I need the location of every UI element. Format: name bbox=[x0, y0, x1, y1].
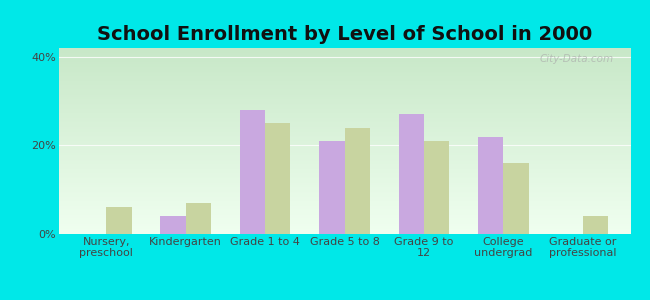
Bar bbox=[265, 123, 291, 234]
Bar bbox=[240, 110, 265, 234]
Bar bbox=[398, 114, 424, 234]
Bar bbox=[106, 207, 131, 234]
Bar bbox=[478, 136, 503, 234]
Bar bbox=[424, 141, 449, 234]
Bar bbox=[319, 141, 344, 234]
Text: City-Data.com: City-Data.com bbox=[540, 54, 614, 64]
Bar bbox=[186, 203, 211, 234]
Bar bbox=[583, 216, 608, 234]
Title: School Enrollment by Level of School in 2000: School Enrollment by Level of School in … bbox=[97, 25, 592, 44]
Bar bbox=[344, 128, 370, 234]
Bar bbox=[503, 163, 529, 234]
Bar bbox=[160, 216, 186, 234]
